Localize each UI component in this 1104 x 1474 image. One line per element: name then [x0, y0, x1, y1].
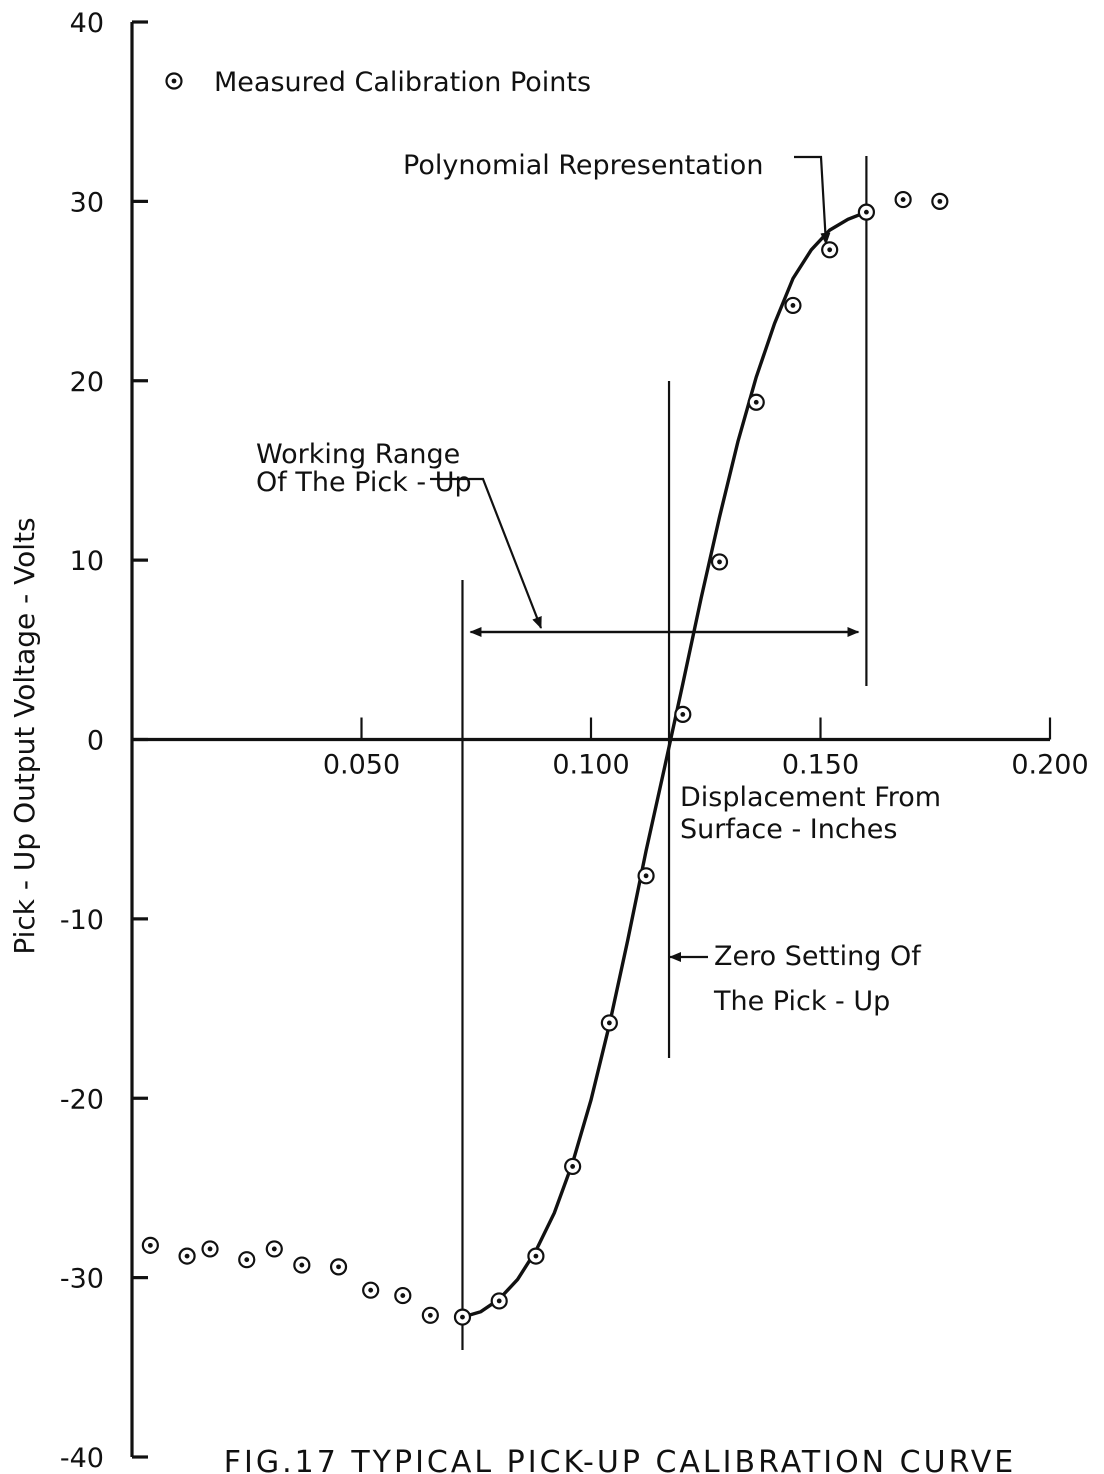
figure-caption: FIG.17 TYPICAL PICK-UP CALIBRATION CURVE — [224, 1445, 1017, 1474]
calibration-point — [600, 1014, 618, 1032]
calibration-point — [421, 1306, 439, 1324]
calibration-point — [394, 1286, 412, 1305]
x-axis-label-line-2: Surface - Inches — [680, 814, 897, 845]
y-tick-label: -20 — [60, 1084, 104, 1115]
calibration-point-inner — [496, 1298, 502, 1304]
y-tick-label: 0 — [87, 726, 104, 757]
calibration-point-inner — [900, 197, 906, 202]
calibration-point-inner — [427, 1312, 433, 1318]
calibration-point-inner — [460, 1314, 465, 1320]
calibration-point — [141, 1236, 159, 1254]
calibration-point — [293, 1256, 311, 1274]
ticks: 0.050 0.100 0.150 0.200 40 30 20 10 0 -10 -20 -30 -4… — [60, 8, 1089, 1474]
polynomial-label: Polynomial Representation — [403, 150, 763, 181]
calibration-point — [329, 1258, 348, 1276]
calibration-point — [894, 190, 912, 209]
calibration-point-inner — [533, 1253, 539, 1259]
y-tick-label: 30 — [70, 187, 104, 218]
calibration-point-inner — [790, 303, 796, 308]
zero-setting-label-line-2: The Pick - Up — [713, 986, 890, 1017]
x-tick-label: 0.100 — [552, 750, 629, 781]
calibration-point-inner — [570, 1164, 576, 1169]
calibration-point — [527, 1247, 545, 1265]
calibration-point — [784, 296, 802, 315]
calibration-point-inner — [717, 559, 722, 565]
calibration-point-inner — [147, 1242, 153, 1248]
calibration-point-inner — [299, 1262, 305, 1268]
calibration-point-inner — [207, 1246, 213, 1252]
y-tick-label: -40 — [60, 1443, 104, 1474]
y-tick-label: 20 — [70, 367, 104, 398]
legend-label: Measured Calibration Points — [214, 67, 591, 98]
y-tick-label: 40 — [70, 8, 104, 39]
y-tick-label: -10 — [60, 905, 104, 936]
calibration-point-inner — [271, 1246, 277, 1252]
calibration-point — [821, 241, 839, 259]
zero-setting-label-line-1: Zero Setting Of — [714, 941, 922, 972]
calibration-point-inner — [400, 1293, 406, 1298]
y-tick-label: 10 — [70, 546, 104, 577]
calibration-point-inner — [680, 711, 686, 717]
calibration-point — [637, 867, 655, 885]
calibration-point-inner — [937, 198, 943, 204]
calibration-point-inner — [606, 1020, 612, 1026]
calibration-point — [564, 1157, 582, 1176]
x-axis-label-line-1: Displacement From — [680, 782, 941, 813]
calibration-point — [710, 553, 729, 571]
calibration-point-inner — [643, 873, 649, 879]
calibration-point-inner — [827, 247, 833, 253]
legend-marker-inner — [171, 78, 177, 84]
x-tick-label: 0.200 — [1011, 750, 1088, 781]
calibration-point — [178, 1247, 196, 1265]
calibration-point — [857, 203, 876, 221]
guide-lines — [430, 155, 868, 1350]
calibration-point-inner — [864, 209, 869, 215]
calibration-point — [931, 192, 949, 210]
working-range-label-line-1: Working Range — [256, 439, 460, 470]
calibration-point-inner — [368, 1287, 374, 1293]
calibration-point — [490, 1292, 508, 1310]
working-range-leader — [430, 477, 543, 629]
calibration-point — [201, 1240, 219, 1258]
calibration-point-inner — [184, 1253, 190, 1259]
legend-marker-outer — [165, 72, 183, 90]
calibration-point — [747, 393, 765, 411]
legend: Measured Calibration Points — [165, 67, 591, 98]
calibration-point — [453, 1308, 472, 1326]
polynomial-leader — [794, 155, 831, 245]
calibration-point — [265, 1240, 283, 1258]
calibration-point — [238, 1251, 256, 1269]
x-tick-label: 0.150 — [782, 750, 859, 781]
calibration-point — [362, 1281, 380, 1299]
calibration-points-layer — [141, 190, 949, 1326]
calibration-point-inner — [336, 1264, 341, 1270]
calibration-point — [674, 705, 692, 723]
x-tick-label: 0.050 — [323, 750, 400, 781]
y-axis-title: Pick - Up Output Voltage - Volts — [8, 517, 41, 954]
calibration-point-inner — [244, 1257, 250, 1263]
working-range-label-line-2: Of The Pick - Up — [256, 467, 472, 498]
y-tick-label: -30 — [60, 1264, 104, 1295]
calibration-point-inner — [753, 399, 759, 405]
